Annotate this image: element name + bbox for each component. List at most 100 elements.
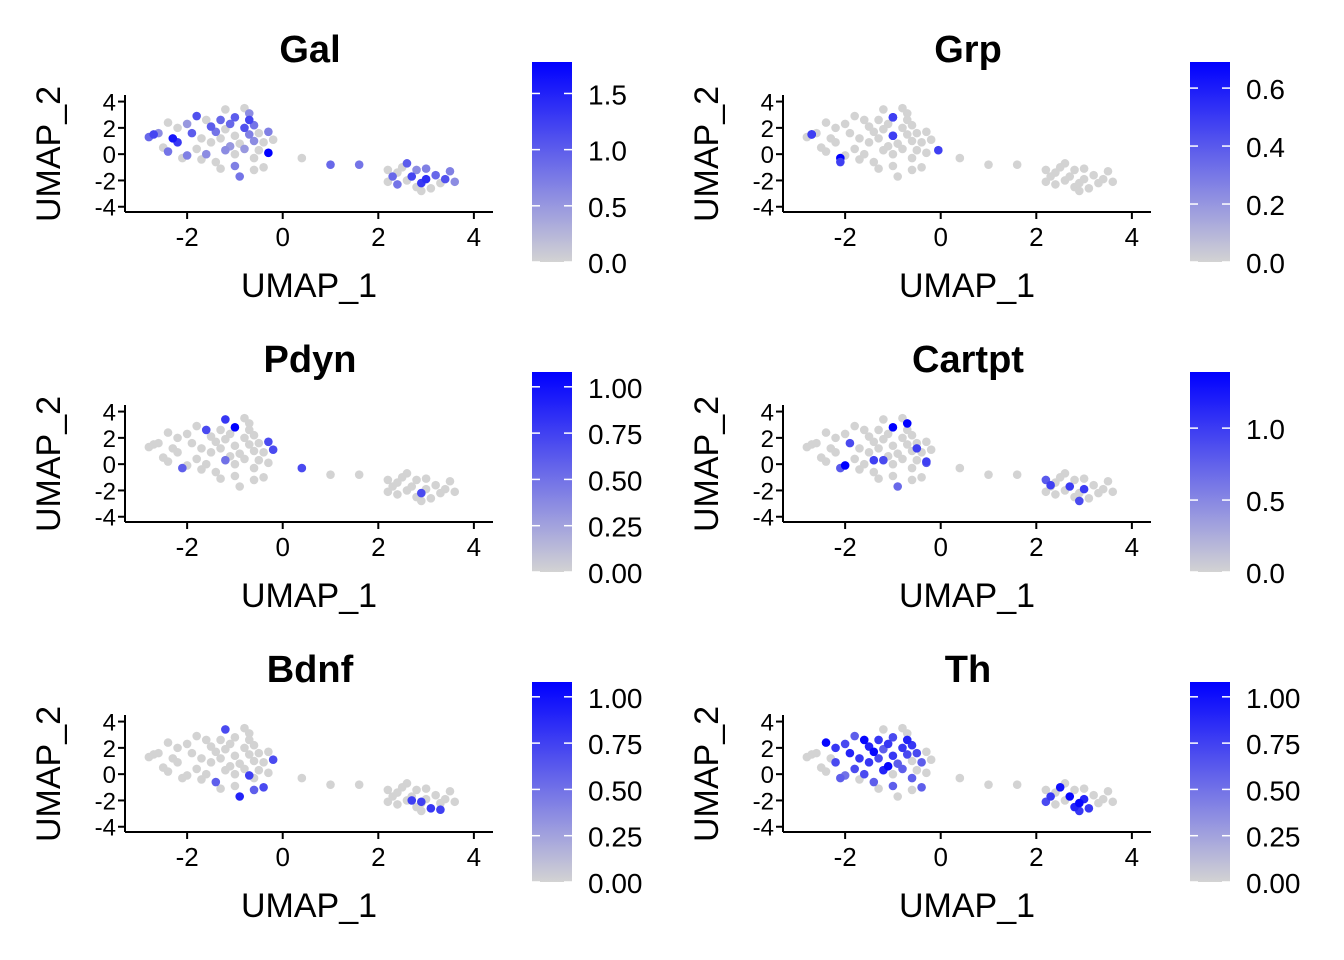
cell-point: [902, 419, 912, 428]
cell-point: [1041, 165, 1051, 175]
y-tick-label: -2: [95, 788, 116, 815]
cell-point: [417, 186, 426, 196]
cell-point: [869, 747, 879, 757]
cell-point: [1012, 780, 1022, 789]
cell-point: [907, 136, 917, 146]
cell-point: [1051, 800, 1060, 809]
cell-point: [1084, 804, 1094, 813]
cell-point: [178, 463, 187, 473]
cell-point: [426, 494, 436, 503]
cell-point: [197, 134, 206, 143]
cell-point: [216, 444, 225, 453]
cell-point: [1103, 786, 1113, 796]
cell-point: [902, 750, 912, 759]
x-tick-label: 2: [371, 222, 385, 252]
x-tick-label: -2: [834, 532, 857, 562]
cell-point: [254, 455, 264, 465]
cell-point: [1051, 490, 1060, 499]
y-tick-label: -2: [753, 168, 774, 195]
y-tick-label: 4: [103, 710, 116, 737]
cell-point: [926, 135, 936, 144]
cell-point: [831, 758, 840, 767]
cell-point: [216, 115, 225, 125]
cell-point: [445, 786, 455, 796]
cell-point: [907, 463, 917, 473]
x-tick-label: 2: [1029, 532, 1043, 562]
cell-point: [955, 773, 965, 783]
cell-point: [840, 429, 850, 439]
cell-point: [230, 769, 240, 779]
colorbar-tick-label: 0.4: [1246, 132, 1285, 163]
cell-point: [297, 773, 307, 783]
cell-point: [902, 735, 912, 745]
cell-point: [216, 474, 225, 483]
plot-title: Pdyn: [264, 339, 357, 381]
cell-point: [206, 138, 216, 147]
plot-title: Gal: [279, 29, 340, 71]
colorbar: [532, 682, 572, 882]
cell-point: [902, 729, 912, 738]
cell-point: [259, 163, 268, 172]
cell-point: [431, 480, 440, 490]
cell-point: [1065, 482, 1075, 491]
cell-point: [922, 768, 931, 778]
cell-point: [898, 743, 907, 753]
cell-point: [254, 128, 264, 138]
cell-point: [235, 792, 245, 801]
cell-point: [230, 441, 240, 451]
cell-point: [450, 797, 460, 807]
cell-point: [230, 459, 240, 469]
colorbar-tick-label: 0.0: [588, 248, 627, 279]
cell-point: [893, 792, 903, 801]
cell-point: [206, 758, 216, 767]
cell-point: [855, 444, 864, 453]
cell-point: [859, 425, 869, 435]
y-tick-label: -4: [95, 195, 116, 222]
cell-point: [417, 806, 426, 816]
colorbar: [532, 372, 572, 572]
cell-point: [268, 135, 278, 144]
cell-point: [926, 755, 936, 764]
cell-point: [383, 165, 393, 175]
cell-point: [912, 765, 922, 775]
feature-panel-th: Th -2 0 2 4 -4 -2 0 2 4 UMAP_1 UMAP_2 0.00 0.25 0.50 0.…: [658, 620, 1318, 930]
cell-point: [1079, 484, 1089, 494]
cell-point: [230, 733, 240, 742]
cell-point: [249, 475, 259, 485]
y-axis-label: UMAP_2: [30, 706, 68, 842]
cell-point: [859, 115, 869, 125]
cell-point: [907, 475, 917, 485]
plot-title: Bdnf: [267, 649, 354, 691]
cell-point: [1103, 166, 1113, 176]
cell-point: [412, 785, 421, 795]
cell-point: [216, 134, 225, 143]
x-tick-label: 0: [275, 222, 289, 252]
cell-point: [850, 764, 859, 774]
cell-point: [163, 428, 173, 437]
cell-point: [225, 761, 235, 771]
cell-point: [163, 457, 173, 466]
cell-point: [888, 149, 898, 159]
cell-point: [855, 754, 864, 763]
cell-point: [426, 184, 436, 193]
cell-point: [192, 111, 201, 121]
cell-point: [249, 446, 259, 456]
cell-point: [259, 138, 268, 147]
cell-point: [888, 459, 898, 469]
cell-point: [898, 144, 907, 154]
cell-point: [836, 773, 845, 783]
cell-point: [1055, 783, 1065, 792]
cell-point: [383, 785, 393, 795]
cell-point: [912, 748, 922, 758]
cell-point: [244, 440, 254, 449]
cell-point: [216, 164, 225, 173]
cell-point: [850, 454, 859, 464]
cell-point: [297, 463, 307, 473]
plot-title: Grp: [934, 29, 1002, 71]
y-tick-label: 0: [761, 452, 774, 479]
cell-point: [450, 177, 460, 187]
colorbar: [1190, 62, 1230, 262]
cell-point: [197, 444, 206, 453]
colorbar-tick-label: 1.0: [588, 136, 627, 167]
